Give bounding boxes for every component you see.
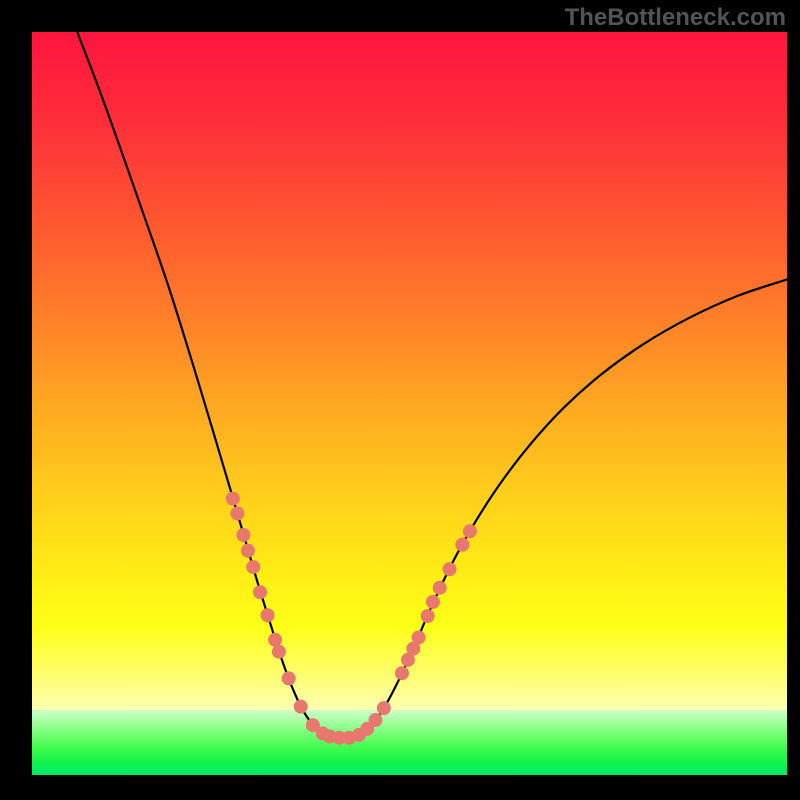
data-marker (226, 492, 240, 506)
data-marker (282, 671, 296, 685)
data-marker (230, 506, 244, 520)
data-marker (443, 562, 457, 576)
data-marker (261, 608, 275, 622)
curve-right (353, 279, 787, 737)
data-marker (433, 581, 447, 595)
curve-left (77, 32, 330, 737)
data-marker (395, 666, 409, 680)
data-marker (294, 700, 308, 714)
data-marker (253, 585, 267, 599)
data-marker (272, 645, 286, 659)
data-marker (268, 633, 282, 647)
data-marker (236, 528, 250, 542)
data-marker (377, 701, 391, 715)
chart-container: TheBottleneck.com (0, 0, 800, 800)
data-marker (369, 713, 383, 727)
data-marker (241, 544, 255, 558)
chart-svg (32, 32, 787, 775)
plot-area (32, 32, 787, 775)
data-marker (455, 538, 469, 552)
watermark-text: TheBottleneck.com (565, 4, 786, 32)
data-marker (463, 524, 477, 538)
data-marker (412, 631, 426, 645)
data-marker (421, 609, 435, 623)
data-marker (246, 560, 260, 574)
data-marker (426, 595, 440, 609)
